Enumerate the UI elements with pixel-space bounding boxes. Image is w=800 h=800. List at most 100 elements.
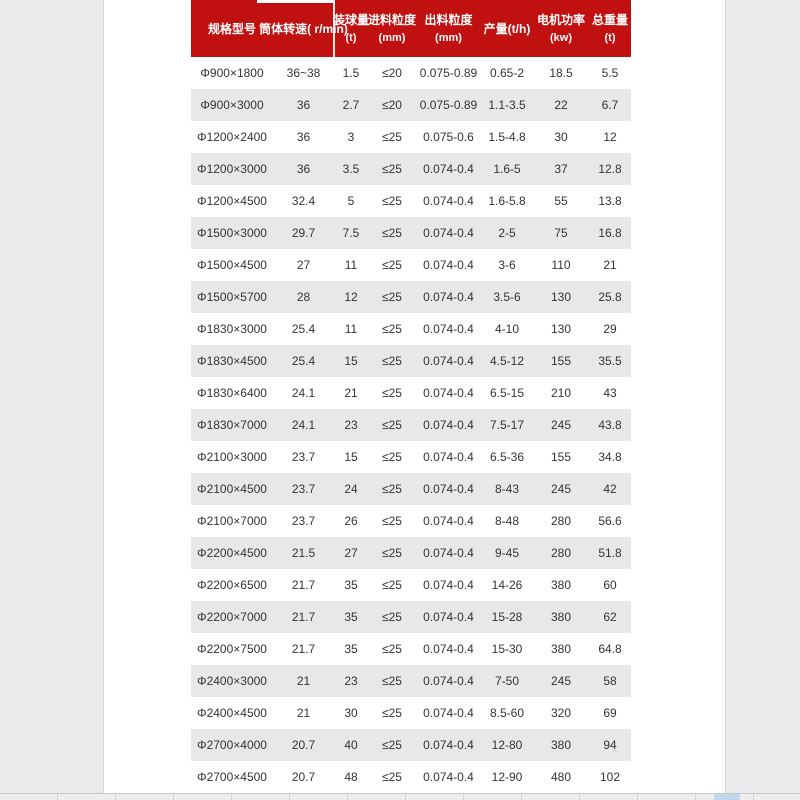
table-row: Φ2200×7500 21.7 35 ≤25 0.074-0.4 15-30 380 64.8 xyxy=(191,633,631,665)
table-cell: 11 xyxy=(344,322,358,336)
table-cell: Φ2700×4500 xyxy=(197,770,267,784)
table-cell: 24 xyxy=(344,482,358,496)
table-row: Φ1500×4500 27 11 ≤25 0.074-0.4 3-6 110 21 xyxy=(191,249,631,281)
table-cell: 280 xyxy=(550,546,572,560)
table-cell: 15 xyxy=(344,450,358,464)
table-cell: Φ1200×3000 xyxy=(197,162,267,176)
table-cell: 0.075-0.89 xyxy=(419,66,478,80)
column-label: 进料粒度 xyxy=(368,12,417,27)
table-cell: 21 xyxy=(296,706,311,720)
table-row: Φ1830×4500 25.4 15 ≤25 0.074-0.4 4.5-12 155 35.… xyxy=(191,345,631,377)
table-cell: 42 xyxy=(603,482,617,496)
table-cell: 210 xyxy=(550,386,572,400)
table-cell: 1.5 xyxy=(342,66,360,80)
table-cell: ≤25 xyxy=(382,578,402,592)
table-cell: 3 xyxy=(347,130,355,144)
table-row: Φ2700×4500 20.7 48 ≤25 0.074-0.4 12-90 480 102 xyxy=(191,761,631,793)
table-cell: ≤25 xyxy=(382,738,402,752)
table-cell: 35 xyxy=(344,578,358,592)
table-cell: 0.074-0.4 xyxy=(423,578,474,592)
table-cell: 23 xyxy=(344,674,358,688)
table-cell: 22 xyxy=(554,98,568,112)
table-cell: 37 xyxy=(554,162,568,176)
table-cell: ≤25 xyxy=(382,258,402,272)
table-cell: 0.074-0.4 xyxy=(423,674,474,688)
table-cell: Φ2700×4000 xyxy=(197,738,267,752)
table-cell: ≤25 xyxy=(382,322,402,336)
table-cell: 30 xyxy=(344,706,358,720)
table-cell: ≤25 xyxy=(382,770,402,784)
table-cell: ≤25 xyxy=(382,354,402,368)
table-cell: 21 xyxy=(344,386,358,400)
table-cell: 35.5 xyxy=(598,354,622,368)
column-unit: (t) xyxy=(345,31,357,44)
table-cell: 29.7 xyxy=(291,226,316,240)
table-cell: ≤20 xyxy=(382,66,402,80)
column-header: 产量(t/h) xyxy=(481,0,533,57)
table-cell: 34.8 xyxy=(598,450,622,464)
table-cell: ≤25 xyxy=(382,194,402,208)
table-cell: 12-90 xyxy=(491,770,523,784)
column-header: 电机功率 (kw) xyxy=(533,0,589,57)
table-cell: Φ1830×4500 xyxy=(197,354,267,368)
table-cell: 0.074-0.4 xyxy=(423,322,474,336)
column-header: 总重量 (t) xyxy=(589,0,631,57)
table-cell: 23.7 xyxy=(291,450,316,464)
column-header: 出料粒度 (mm) xyxy=(416,0,481,57)
table-cell: 14-26 xyxy=(491,578,523,592)
table-cell: 27 xyxy=(296,258,311,272)
table-cell: 0.074-0.4 xyxy=(423,706,474,720)
table-cell: 40 xyxy=(344,738,358,752)
table-cell: Φ1500×4500 xyxy=(197,258,267,272)
table-cell: 4.5-12 xyxy=(489,354,525,368)
column-label: 装球量 xyxy=(333,12,370,27)
table-cell: 9-45 xyxy=(494,546,520,560)
table-row: Φ1200×4500 32.4 5 ≤25 0.074-0.4 1.6-5.8 55 13.8 xyxy=(191,185,631,217)
table-row: Φ2200×4500 21.5 27 ≤25 0.074-0.4 9-45 280 51.8 xyxy=(191,537,631,569)
table-row: Φ1500×3000 29.7 7.5 ≤25 0.074-0.4 2-5 75 16.8 xyxy=(191,217,631,249)
table-cell: 0.075-0.89 xyxy=(419,98,478,112)
table-cell: 21.7 xyxy=(291,642,316,656)
table-cell: 3.5-6 xyxy=(493,290,521,304)
table-cell: ≤20 xyxy=(382,98,402,112)
column-label: 总重量 xyxy=(591,12,628,27)
table-cell: 0.074-0.4 xyxy=(423,418,474,432)
table-cell: 30 xyxy=(554,130,568,144)
table-body: Φ900×1800 36~38 1.5 ≤20 0.075-0.89 0.65-2 18.5… xyxy=(191,57,631,793)
table-row: Φ1200×3000 36 3.5 ≤25 0.074-0.4 1.6-5 37 12.8 xyxy=(191,153,631,185)
table-row: Φ1830×6400 24.1 21 ≤25 0.074-0.4 6.5-15 210 43 xyxy=(191,377,631,409)
table-cell: 75 xyxy=(554,226,568,240)
table-row: Φ2200×6500 21.7 35 ≤25 0.074-0.4 14-26 380 60 xyxy=(191,569,631,601)
table-cell: 29 xyxy=(603,322,617,336)
table-row: Φ1830×3000 25.4 11 ≤25 0.074-0.4 4-10 130 29 xyxy=(191,313,631,345)
table-cell: 245 xyxy=(550,482,572,496)
table-cell: 1.6-5.8 xyxy=(488,194,526,208)
table-cell: 130 xyxy=(550,322,572,336)
table-cell: 8-48 xyxy=(494,514,520,528)
column-unit: (t) xyxy=(604,31,616,44)
table-cell: Φ2200×4500 xyxy=(197,546,267,560)
table-cell: 130 xyxy=(550,290,572,304)
table-cell: 245 xyxy=(550,418,572,432)
column-header: 规格型号 xyxy=(191,0,273,57)
table-cell: 15 xyxy=(344,354,358,368)
table-cell: 0.074-0.4 xyxy=(423,162,474,176)
table-cell: 12 xyxy=(603,130,617,144)
table-cell: Φ1830×3000 xyxy=(197,322,267,336)
table-cell: Φ2400×4500 xyxy=(197,706,267,720)
table-cell: 8.5-60 xyxy=(489,706,525,720)
table-cell: 0.074-0.4 xyxy=(423,546,474,560)
table-cell: 0.074-0.4 xyxy=(423,482,474,496)
table-cell: Φ2100×7000 xyxy=(197,514,267,528)
table-row: Φ1200×2400 36 3 ≤25 0.075-0.6 1.5-4.8 30 12 xyxy=(191,121,631,153)
table-row: Φ1830×7000 24.1 23 ≤25 0.074-0.4 7.5-17 245 43.… xyxy=(191,409,631,441)
table-cell: ≤25 xyxy=(382,162,402,176)
table-cell: Φ2400×3000 xyxy=(197,674,267,688)
table-cell: Φ1830×6400 xyxy=(197,386,267,400)
table-cell: 94 xyxy=(603,738,617,752)
table-cell: ≤25 xyxy=(382,482,402,496)
table-cell: 32.4 xyxy=(291,194,316,208)
table-cell: 43.8 xyxy=(598,418,622,432)
table-cell: 43 xyxy=(603,386,617,400)
table-cell: 0.074-0.4 xyxy=(423,290,474,304)
